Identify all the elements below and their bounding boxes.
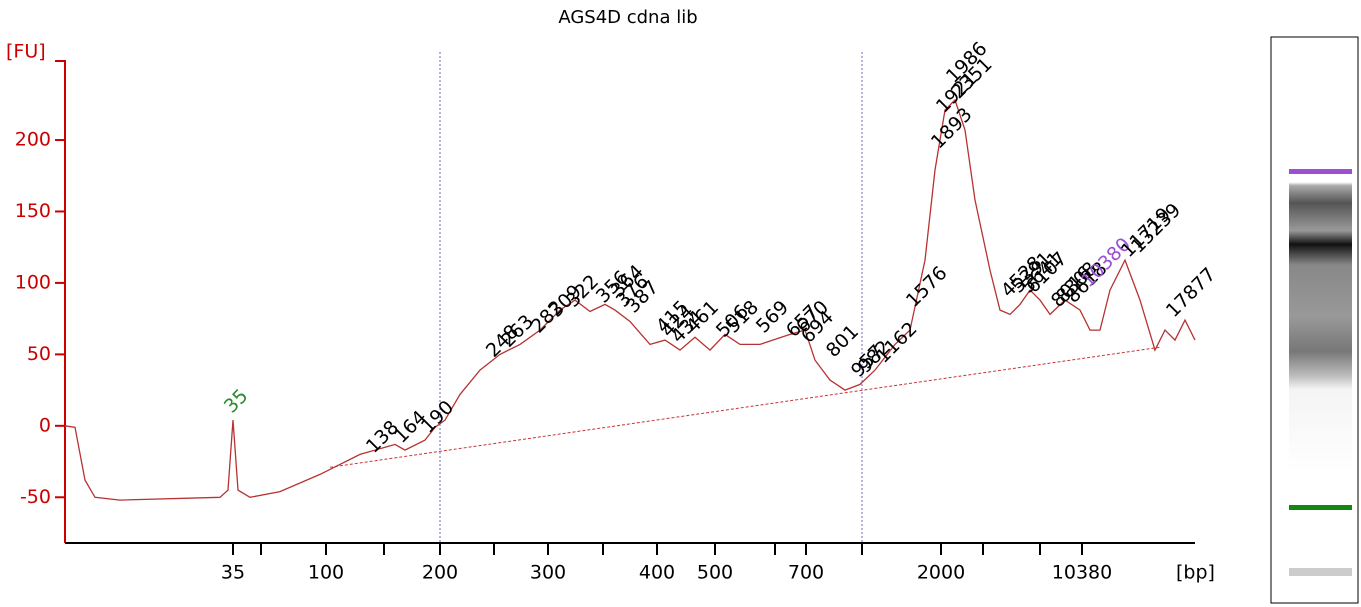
x-tick-label: 2000 [917, 562, 965, 584]
y-tick-label: 100 [15, 271, 51, 293]
ladder-band [1289, 568, 1352, 576]
lower-marker-band [1289, 505, 1352, 510]
baseline [329, 346, 1161, 468]
peak-label: 190 [417, 396, 458, 437]
upper-marker-band [1289, 169, 1352, 174]
y-tick-label: 150 [15, 200, 51, 222]
peak-label: 1576 [902, 262, 952, 312]
x-tick-label: 35 [221, 562, 245, 584]
trace [64, 98, 1196, 501]
chart-title: AGS4D cdna lib [558, 7, 697, 28]
y-tick-label: 0 [39, 414, 51, 436]
x-tick-label: 700 [788, 562, 824, 584]
peak-label: 17877 [1162, 263, 1220, 321]
x-tick-label: 500 [697, 562, 733, 584]
y-tick-label: -50 [20, 486, 51, 508]
x-tick-label: 300 [530, 562, 566, 584]
x-axis-label: [bp] [1176, 562, 1215, 584]
gel-band-area [1289, 127, 1352, 472]
y-tick-label: 200 [15, 129, 51, 151]
x-tick-label: 100 [308, 562, 344, 584]
x-tick-label: 10380 [1052, 562, 1112, 584]
y-tick-label: 50 [27, 343, 51, 365]
x-tick-label: 400 [639, 562, 675, 584]
x-tick-label: 200 [422, 562, 458, 584]
gel-lane [1270, 36, 1359, 604]
y-axis-label: [FU] [6, 41, 46, 63]
peak-label: 35 [220, 385, 253, 418]
